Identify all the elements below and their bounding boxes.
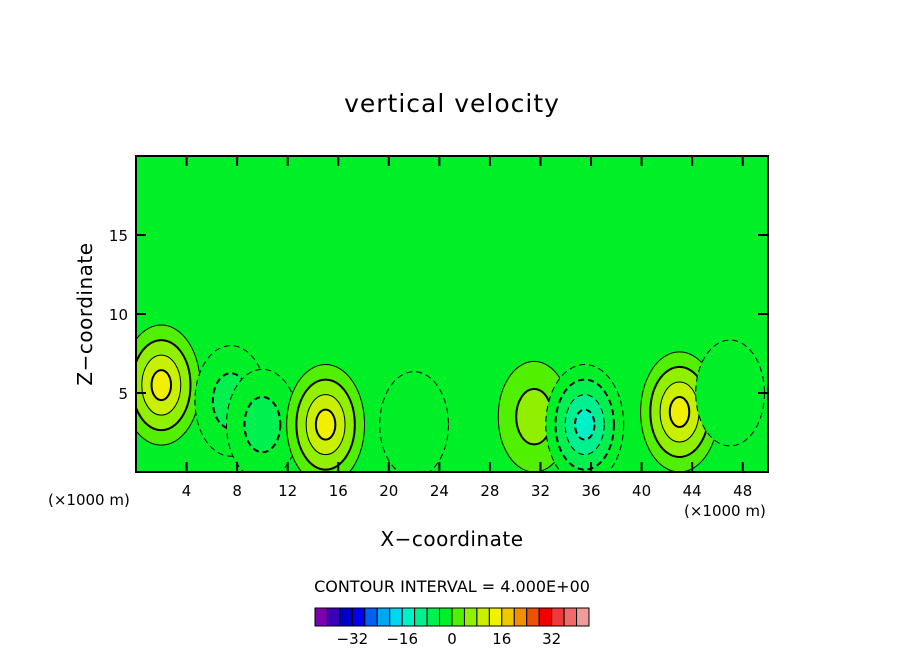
x-unit-note: (×1000 m) (48, 491, 130, 509)
colorbar-swatch (501, 607, 515, 627)
colorbar-swatch (463, 607, 478, 627)
colorbar-swatch (551, 607, 565, 627)
cell-updraft-3 (286, 364, 366, 472)
cell-downdraft-6 (545, 364, 625, 472)
y-unit-note: (×1000 m) (684, 502, 766, 520)
y-tick-label: 5 (118, 385, 128, 403)
y-axis-label: Z−coordinate (73, 242, 97, 385)
colorbar-tick-label: 32 (542, 630, 561, 648)
colorbar-swatch (414, 607, 428, 627)
x-tick-label: 48 (733, 482, 752, 500)
colorbar-swatch (339, 607, 353, 627)
contour-level (695, 339, 765, 447)
colorbar-swatch (526, 607, 540, 627)
colorbar-swatch (538, 607, 553, 627)
colorbar-swatch (513, 607, 528, 627)
colorbar-swatch (376, 607, 391, 627)
colorbar: −32 −16 0 16 32 (314, 607, 590, 648)
colorbar-swatch (326, 607, 341, 627)
colorbar-tick-label: 16 (492, 630, 511, 648)
x-tick-label: 44 (683, 482, 702, 500)
colorbar-swatch (563, 607, 578, 627)
cell-downdraft-8 (695, 339, 765, 447)
x-tick-label: 4 (182, 482, 192, 500)
x-tick-label: 32 (531, 482, 550, 500)
cell-updraft-0 (136, 324, 201, 446)
x-tick-label: 24 (430, 482, 449, 500)
contour-level (668, 395, 691, 428)
contour-level (314, 408, 337, 441)
colorbar-swatch (488, 607, 503, 627)
x-tick-label: 12 (278, 482, 297, 500)
colorbar-swatch (426, 607, 441, 627)
y-tick-label: 15 (109, 227, 128, 245)
colorbar-tick-label: −32 (337, 630, 369, 648)
contour-level (150, 369, 173, 402)
x-tick-label: 28 (480, 482, 499, 500)
contour-level (379, 371, 449, 472)
y-tick-label: 10 (109, 306, 128, 324)
contour-level (573, 408, 596, 441)
colorbar-swatch (401, 607, 416, 627)
x-axis-label: X−coordinate (380, 527, 523, 551)
colorbar-swatch (314, 607, 328, 627)
x-tick-label: 16 (329, 482, 348, 500)
x-tick-label: 40 (632, 482, 651, 500)
cell-downdraft-2 (226, 368, 299, 472)
colorbar-swatch (451, 607, 465, 627)
chart-title: vertical velocity (344, 89, 560, 118)
colorbar-tick-label: 0 (447, 630, 457, 648)
contour-interval-label: CONTOUR INTERVAL = 4.000E+00 (314, 577, 590, 596)
colorbar-swatch (351, 607, 366, 627)
colorbar-swatch (389, 607, 403, 627)
colorbar-swatch (576, 607, 590, 627)
x-tick-label: 36 (581, 482, 600, 500)
colorbar-tick-label: −16 (386, 630, 418, 648)
colorbar-swatch (439, 607, 453, 627)
colorbar-swatch (476, 607, 490, 627)
x-tick-label: 8 (232, 482, 242, 500)
colorbar-swatch (364, 607, 378, 627)
cell-downdraft-4 (379, 371, 449, 472)
x-tick-label: 20 (379, 482, 398, 500)
contour-level (243, 395, 282, 454)
